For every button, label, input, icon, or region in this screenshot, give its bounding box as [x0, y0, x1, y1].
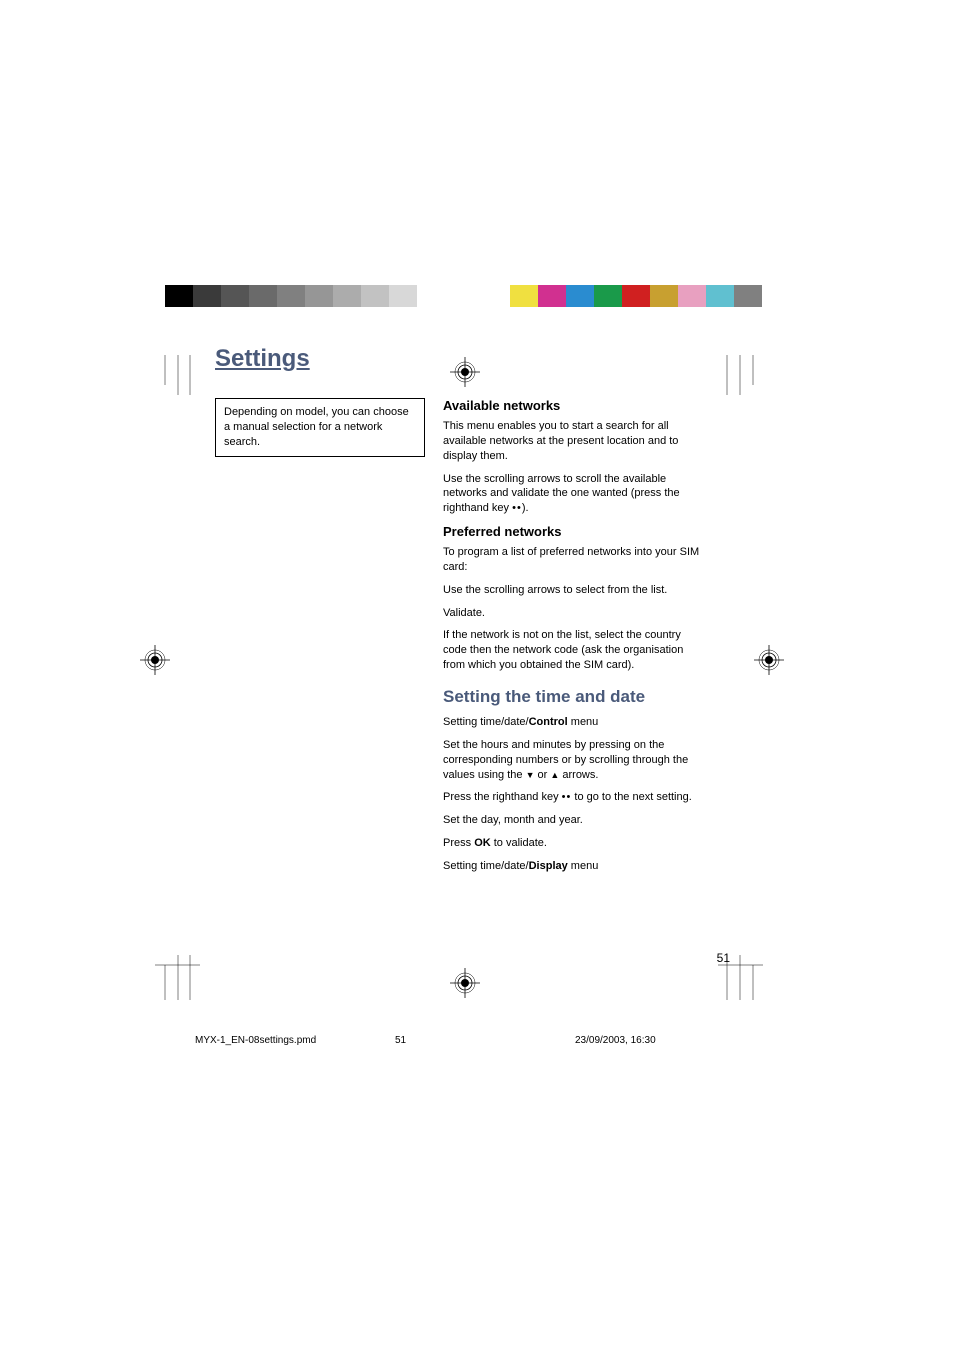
- text-bold: OK: [474, 837, 491, 849]
- color-swatch: [538, 285, 566, 307]
- text-fragment: menu: [568, 860, 599, 872]
- body-text: If the network is not on the list, selec…: [443, 628, 703, 673]
- body-text: Use the scrolling arrows to scroll the a…: [443, 472, 703, 517]
- text-bold: Control: [529, 716, 568, 728]
- registration-mark-bottom: [450, 968, 480, 998]
- print-footer: MYX-1_EN-08settings.pmd 51 23/09/2003, 1…: [195, 1035, 750, 1046]
- body-text: Press the righthand key •• to go to the …: [443, 790, 703, 805]
- heading-preferred-networks: Preferred networks: [443, 524, 703, 539]
- color-swatch: [333, 285, 361, 307]
- manual-page: Settings Depending on model, you can cho…: [165, 345, 760, 965]
- text-fragment: to validate.: [491, 837, 547, 849]
- color-swatch: [650, 285, 678, 307]
- page-title: Settings: [215, 345, 760, 373]
- text-fragment: to go to the next setting.: [571, 791, 691, 803]
- color-swatch: [706, 285, 734, 307]
- color-swatch: [221, 285, 249, 307]
- body-text: Setting time/date/Control menu: [443, 715, 703, 730]
- two-dots-icon: ••: [512, 502, 522, 514]
- text-fragment: Press the righthand key: [443, 791, 562, 803]
- text-fragment: menu: [568, 716, 599, 728]
- text-fragment: Setting time/date/: [443, 716, 529, 728]
- color-swatch: [417, 285, 445, 307]
- color-swatch: [305, 285, 333, 307]
- main-column: Available networks This menu enables you…: [443, 398, 703, 882]
- footer-page-number: 51: [395, 1035, 575, 1046]
- text-fragment: Use the scrolling arrows to scroll the a…: [443, 473, 680, 515]
- text-fragment: arrows.: [559, 769, 598, 781]
- color-swatch: [594, 285, 622, 307]
- text-fragment: ).: [522, 502, 529, 514]
- color-swatch: [165, 285, 193, 307]
- body-text: This menu enables you to start a search …: [443, 419, 703, 464]
- body-text: Validate.: [443, 606, 703, 621]
- color-swatch: [510, 285, 538, 307]
- color-swatch: [389, 285, 417, 307]
- body-text: Press OK to validate.: [443, 836, 703, 851]
- text-fragment: or: [534, 769, 550, 781]
- page-number: 51: [717, 951, 730, 965]
- color-swatch: [249, 285, 277, 307]
- color-swatch: [193, 285, 221, 307]
- text-bold: Display: [529, 860, 568, 872]
- color-swatch: [361, 285, 389, 307]
- heading-available-networks: Available networks: [443, 398, 703, 413]
- color-swatch: [566, 285, 594, 307]
- color-swatch: [678, 285, 706, 307]
- body-text: Set the hours and minutes by pressing on…: [443, 738, 703, 783]
- heading-setting-time-date: Setting the time and date: [443, 687, 703, 707]
- footer-filename: MYX-1_EN-08settings.pmd: [195, 1035, 395, 1046]
- color-swatch: [277, 285, 305, 307]
- body-text: Setting time/date/Display menu: [443, 859, 703, 874]
- sidebar-column: Depending on model, you can choose a man…: [215, 398, 425, 882]
- body-text: Set the day, month and year.: [443, 813, 703, 828]
- note-box: Depending on model, you can choose a man…: [215, 398, 425, 457]
- body-text: To program a list of preferred networks …: [443, 545, 703, 575]
- arrow-up-icon: ▲: [550, 770, 559, 780]
- text-fragment: Setting time/date/: [443, 860, 529, 872]
- color-swatch: [622, 285, 650, 307]
- footer-timestamp: 23/09/2003, 16:30: [575, 1035, 656, 1046]
- two-dots-icon: ••: [562, 791, 572, 803]
- text-fragment: Press: [443, 837, 474, 849]
- color-swatch: [734, 285, 762, 307]
- body-text: Use the scrolling arrows to select from …: [443, 583, 703, 598]
- color-calibration-bars: [0, 285, 954, 307]
